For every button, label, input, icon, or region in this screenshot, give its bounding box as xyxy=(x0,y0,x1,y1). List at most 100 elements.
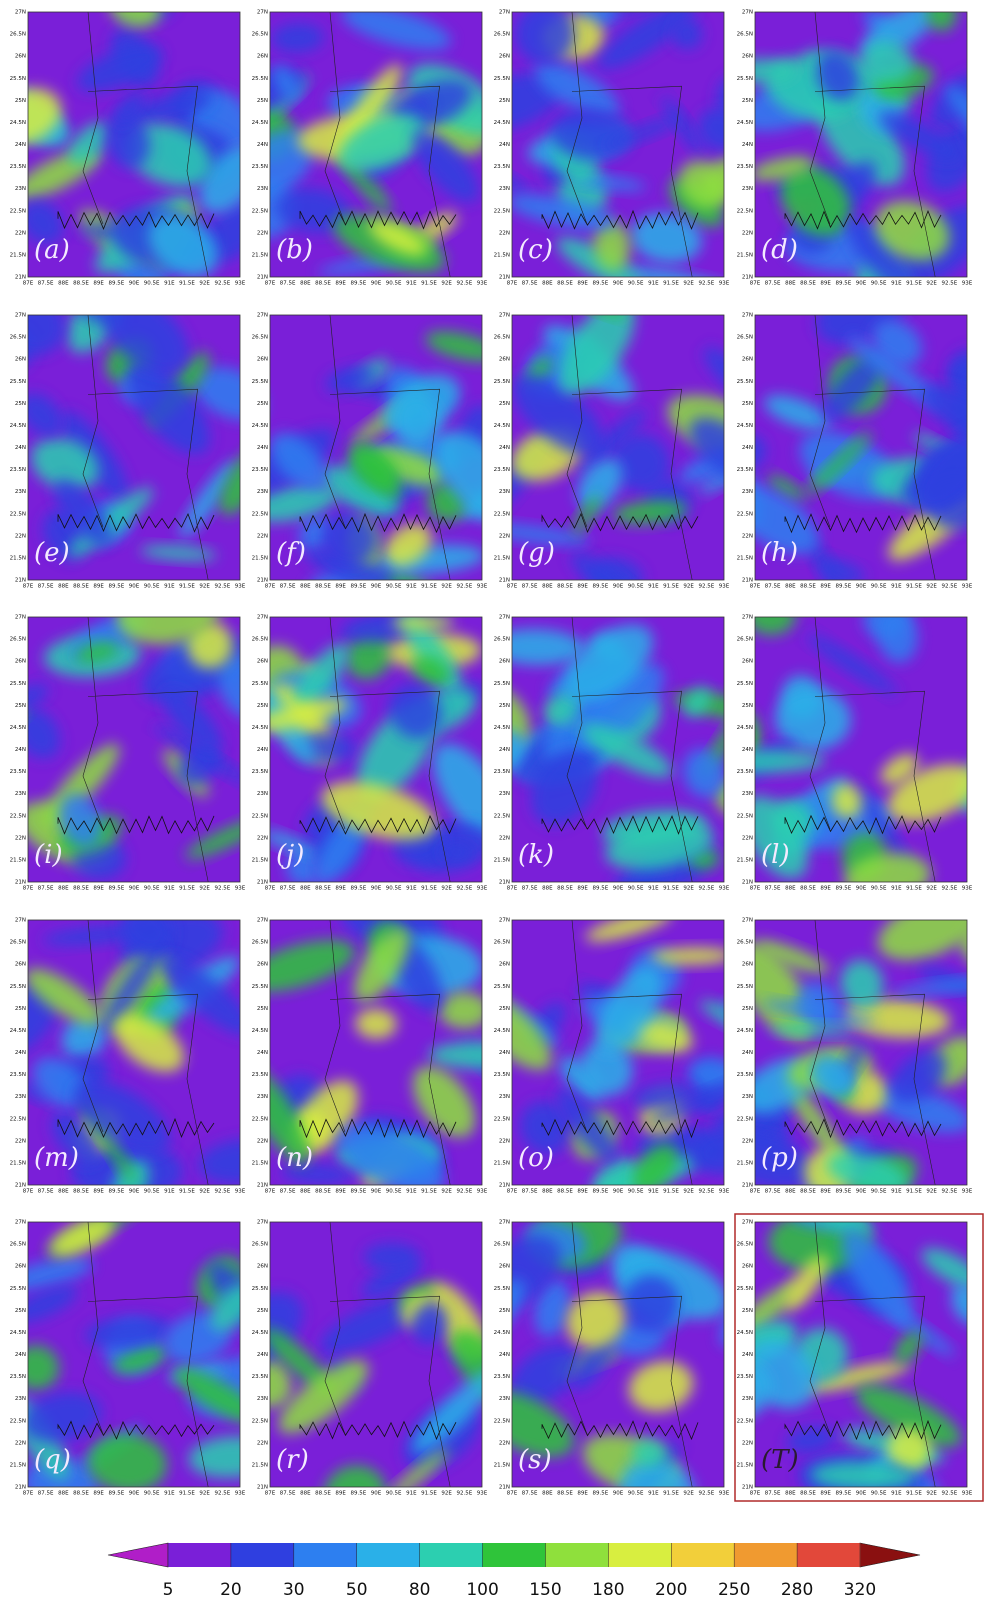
x-tick-label: 93E xyxy=(477,584,488,590)
field-blob xyxy=(671,18,703,50)
x-tick-label: 87.5E xyxy=(38,1189,54,1195)
y-tick-label: 21.5N xyxy=(252,252,268,258)
y-tick-label: 25N xyxy=(15,703,26,709)
map-panel: 27N 26.5N 26N 25.5N 25N 24.5N 24N 23.5N 23N 22.5N… xyxy=(737,10,973,287)
y-tick-label: 24.5N xyxy=(494,725,510,731)
field-blob xyxy=(841,1229,914,1327)
x-tick-label: 89.5E xyxy=(835,281,851,287)
field-blob xyxy=(534,62,620,118)
field-blob xyxy=(921,1247,967,1291)
field-blob xyxy=(801,1361,910,1392)
x-tick-label: 90.5E xyxy=(144,1491,160,1497)
x-tick-label: 89.5E xyxy=(835,886,851,892)
x-tick-label: 88E xyxy=(785,281,796,287)
panel-label: (d) xyxy=(761,235,798,265)
field-blob xyxy=(275,188,351,233)
y-tick-label: 27N xyxy=(257,918,268,924)
field-blob xyxy=(270,179,296,239)
panel-label: (e) xyxy=(34,538,70,568)
y-tick-label: 24.5N xyxy=(10,1330,26,1336)
x-tick-label: 90E xyxy=(613,886,624,892)
x-tick-label: 88E xyxy=(785,1491,796,1497)
field-blob xyxy=(384,523,432,567)
y-tick-label: 23N xyxy=(15,791,26,797)
colorbar-segment xyxy=(734,1543,798,1567)
y-tick-label: 22N xyxy=(742,835,753,841)
y-tick-label: 23.5N xyxy=(494,1072,510,1078)
colorbar-tick-label: 100 xyxy=(466,1580,498,1600)
map-frame xyxy=(511,1221,725,1488)
y-tick-label: 24.5N xyxy=(737,120,753,126)
field-blob xyxy=(111,1159,150,1185)
y-tick-label: 24N xyxy=(257,1050,268,1056)
y-tick-label: 27N xyxy=(499,1220,510,1226)
y-tick-label: 25.5N xyxy=(494,379,510,385)
y-tick-label: 22.5N xyxy=(737,813,753,819)
y-tick-label: 25.5N xyxy=(494,984,510,990)
border xyxy=(566,1222,693,1487)
y-tick-label: 26N xyxy=(15,357,26,363)
field-blob xyxy=(755,1281,801,1346)
coastline xyxy=(541,512,699,533)
colorbar-tick-label: 5 xyxy=(163,1580,174,1600)
x-tick-label: 87E xyxy=(507,281,518,287)
x-tick-label: 92E xyxy=(441,1189,452,1195)
x-tick-label: 91.5E xyxy=(663,281,679,287)
map-panel: 27N 26.5N 26N 25.5N 25N 24.5N 24N 23.5N 23N 22.5N… xyxy=(737,918,973,1195)
x-tick-label: 93E xyxy=(962,281,973,287)
y-tick-label: 22N xyxy=(742,533,753,539)
x-tick-label: 90E xyxy=(371,1491,382,1497)
field-blob xyxy=(270,1062,310,1165)
coastline xyxy=(299,814,457,835)
field-blob xyxy=(270,1355,292,1408)
y-tick-label: 26.5N xyxy=(252,32,268,38)
map-frame xyxy=(511,616,725,883)
panel-label: (f) xyxy=(276,538,306,568)
coastline xyxy=(541,1118,699,1139)
field-blob xyxy=(54,479,112,547)
x-tick-label: 87.5E xyxy=(38,281,54,287)
panel-label: (g) xyxy=(518,538,555,568)
y-tick-label: 21.5N xyxy=(737,1160,753,1166)
colorbar-segment xyxy=(545,1543,609,1567)
field-blob xyxy=(28,1257,93,1291)
field-blob xyxy=(512,985,552,1071)
y-tick-label: 26N xyxy=(499,1264,510,1270)
field-blob xyxy=(755,434,767,470)
y-tick-label: 25.5N xyxy=(252,76,268,82)
y-tick-label: 23N xyxy=(499,791,510,797)
y-tick-label: 26.5N xyxy=(10,637,26,643)
y-tick-label: 22N xyxy=(742,1440,753,1446)
y-tick-label: 22.5N xyxy=(737,1116,753,1122)
y-tick-label: 22N xyxy=(15,1138,26,1144)
map-panel: 27N 26.5N 26N 25.5N 25N 24.5N 24N 23.5N 23N 22.5N… xyxy=(737,615,973,892)
x-tick-label: 88.5E xyxy=(73,1491,89,1497)
field-blob xyxy=(28,1285,78,1323)
field-blob xyxy=(347,445,400,493)
field-blob xyxy=(218,654,240,721)
field-blob xyxy=(280,1164,353,1184)
x-tick-label: 89E xyxy=(577,1189,588,1195)
x-tick-label: 87.5E xyxy=(522,281,538,287)
field-blob xyxy=(270,484,337,522)
y-tick-label: 22.5N xyxy=(494,1116,510,1122)
field-blob xyxy=(755,58,798,84)
x-tick-label: 92.5E xyxy=(698,886,714,892)
field-blob xyxy=(877,920,967,961)
map-panel: 27N 26.5N 26N 25.5N 25N 24.5N 24N 23.5N 23N 22.5N… xyxy=(10,10,246,287)
field-blob xyxy=(580,1041,633,1096)
y-tick-label: 21.5N xyxy=(10,252,26,258)
field xyxy=(512,315,724,580)
x-tick-label: 89E xyxy=(335,886,346,892)
x-tick-label: 88E xyxy=(300,886,311,892)
y-tick-label: 22N xyxy=(499,230,510,236)
colorbar: 5 20 30 50 80 100 150 180 200 250 280 320 xyxy=(107,1542,921,1600)
x-tick-label: 88E xyxy=(300,1491,311,1497)
x-tick-label: 88.5E xyxy=(557,281,573,287)
y-tick-label: 23N xyxy=(499,489,510,495)
field-blob xyxy=(585,920,673,942)
y-tick-label: 24N xyxy=(257,445,268,451)
field xyxy=(28,920,240,1185)
field-blob xyxy=(108,12,161,28)
y-tick-label: 25.5N xyxy=(252,379,268,385)
